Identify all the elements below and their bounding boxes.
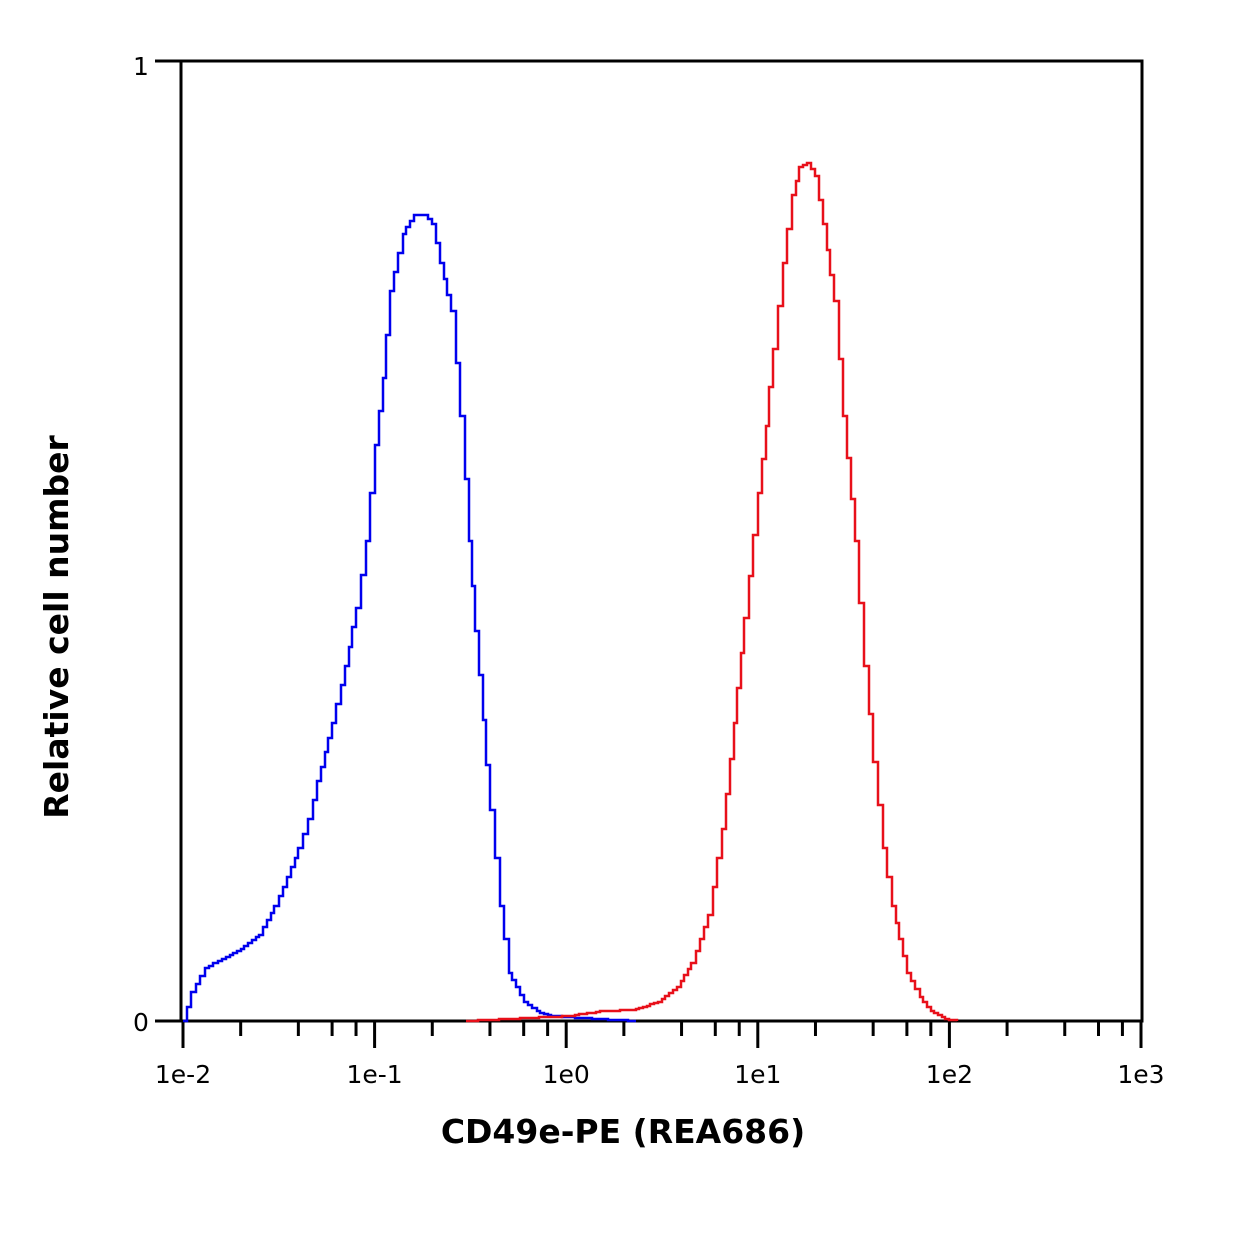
y-tick-label-0: 0 [133, 1008, 149, 1037]
data-series [183, 161, 959, 1023]
axis-ticks [155, 59, 1143, 1048]
stained-histogram-line [466, 161, 959, 1023]
control-histogram-line [183, 213, 636, 1023]
y-tick-label-1: 1 [133, 52, 149, 81]
x-tick-label: 1e-1 [346, 1060, 402, 1089]
x-tick-label: 1e1 [734, 1060, 781, 1089]
tick-labels: 1e-2 1e-1 1e0 1e1 1e2 1e3 0 1 [133, 52, 1165, 1089]
x-axis-title: CD49e-PE (REA686) [441, 1112, 805, 1151]
x-tick-label: 1e3 [1117, 1060, 1164, 1089]
x-tick-label: 1e0 [543, 1060, 590, 1089]
x-tick-label: 1e-2 [155, 1060, 211, 1089]
x-tick-label: 1e2 [926, 1060, 973, 1089]
plot-border [179, 59, 1144, 1023]
plot-frame [179, 59, 1144, 1023]
y-axis-title: Relative cell number [37, 435, 76, 819]
